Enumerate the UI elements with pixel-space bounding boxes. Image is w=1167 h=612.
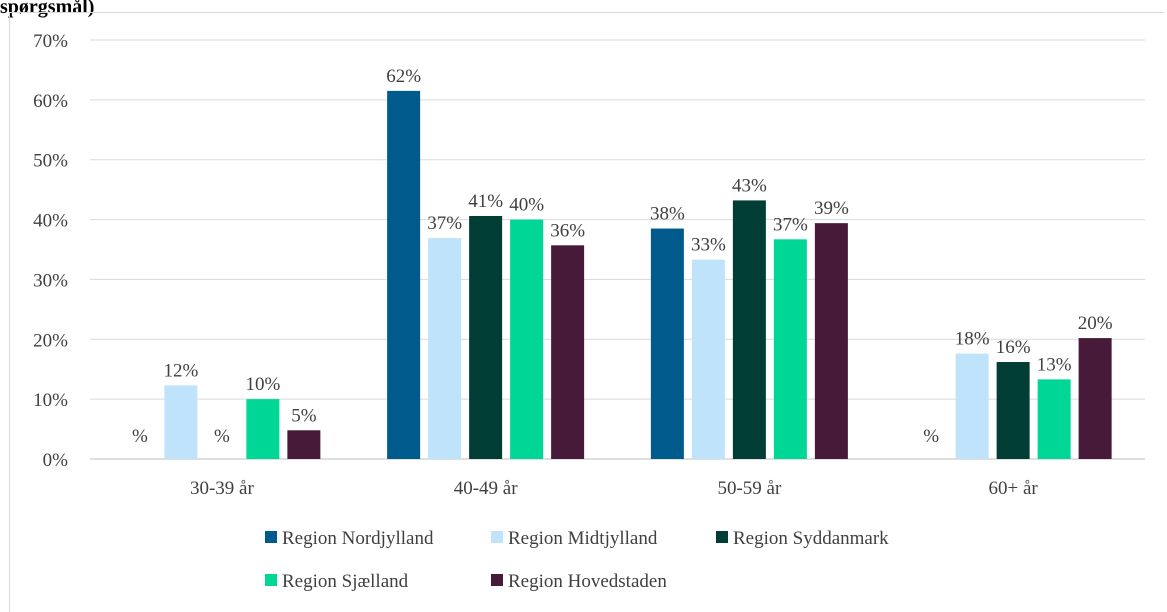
legend-swatch [265, 574, 277, 586]
bar [773, 239, 807, 459]
bar [510, 219, 544, 459]
chart-frame [9, 12, 1164, 612]
data-label: 37% [773, 214, 808, 235]
legend-swatch [491, 531, 503, 543]
legend-label: Region Hovedstaden [508, 571, 667, 592]
y-tick-label: 20% [33, 330, 68, 351]
legend-label: Region Nordjylland [282, 528, 434, 549]
data-label: 41% [468, 191, 503, 212]
data-label: % [923, 426, 939, 447]
legend: Region Nordjylland Region Midtjylland Regi… [265, 528, 889, 592]
bar [164, 385, 198, 459]
data-label: 33% [691, 235, 726, 256]
x-axis-tick-labels: 30-39 år 40-49 år 50-59 år 60+ år [190, 478, 1038, 499]
data-label: 62% [386, 66, 421, 87]
bar [287, 430, 321, 459]
bar [814, 223, 848, 459]
legend-item: Region Syddanmark [716, 528, 889, 549]
top-text-fragment: spørgsmål) [0, 0, 95, 18]
bar [732, 200, 766, 459]
legend-swatch [716, 531, 728, 543]
legend-item: Region Sjælland [265, 571, 409, 592]
legend-item: Region Nordjylland [265, 528, 434, 549]
y-tick-label: 10% [33, 390, 68, 411]
data-label: 18% [955, 329, 990, 350]
bar [996, 362, 1030, 459]
bar [387, 90, 421, 459]
y-tick-label: 70% [33, 31, 68, 52]
data-label: 13% [1037, 354, 1072, 375]
bar [428, 238, 462, 459]
y-tick-label: 0% [43, 450, 69, 471]
bar [1078, 338, 1112, 459]
data-label: 5% [291, 405, 317, 426]
data-label: % [132, 426, 148, 447]
data-label: 16% [996, 337, 1031, 358]
data-label: 12% [163, 360, 198, 381]
legend-item: Region Midtjylland [491, 528, 658, 549]
bar [246, 399, 280, 459]
legend-label: Region Midtjylland [508, 528, 658, 549]
data-label: 20% [1078, 313, 1113, 334]
legend-swatch [491, 574, 503, 586]
data-label: 40% [509, 195, 544, 216]
bar [650, 228, 684, 459]
legend-label: Region Sjælland [282, 571, 409, 592]
y-tick-label: 40% [33, 211, 68, 232]
data-label: 38% [650, 204, 685, 225]
y-tick-label: 30% [33, 270, 68, 291]
y-tick-label: 50% [33, 151, 68, 172]
bar [955, 353, 989, 459]
data-label: 39% [814, 198, 849, 219]
x-tick-label: 60+ år [989, 478, 1039, 499]
legend-item: Region Hovedstaden [491, 571, 667, 592]
data-label: 43% [732, 175, 767, 196]
x-tick-label: 50-59 år [717, 478, 782, 499]
bar [1037, 379, 1071, 459]
x-tick-label: 30-39 år [190, 478, 255, 499]
y-axis-tick-labels: 0% 10% 20% 30% 40% 50% 60% 70% [33, 31, 68, 471]
data-label: 37% [427, 213, 462, 234]
y-tick-label: 60% [33, 91, 68, 112]
bars [164, 90, 1112, 459]
legend-swatch [265, 531, 277, 543]
data-label: % [214, 426, 230, 447]
data-label: 36% [550, 220, 585, 241]
legend-label: Region Syddanmark [733, 528, 889, 549]
bar [691, 259, 725, 459]
bar [551, 245, 585, 459]
data-label: 10% [245, 374, 280, 395]
bar [469, 215, 503, 459]
x-tick-label: 40-49 år [454, 478, 519, 499]
data-labels: % 12%% 10% 5% 62% 37% 41% 40% 36% 38% 33% 43% 37% 39%… [132, 66, 1113, 447]
